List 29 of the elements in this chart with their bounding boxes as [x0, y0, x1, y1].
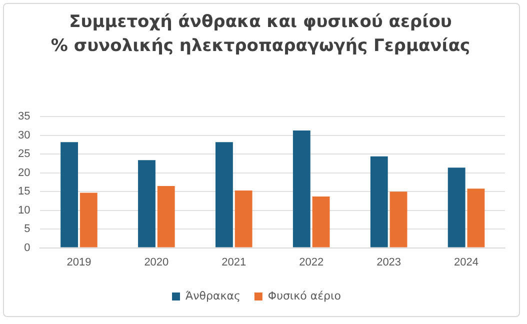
bar	[312, 196, 330, 248]
bar	[292, 130, 310, 248]
legend-label: Άνθρακας	[186, 289, 240, 302]
bar	[157, 186, 175, 248]
y-tick-label: 35	[18, 110, 30, 123]
y-tick-label: 15	[18, 186, 30, 198]
x-tick-label: 2024	[454, 256, 479, 268]
bar	[80, 192, 98, 248]
x-tick-label: 2023	[376, 256, 402, 268]
y-tick-label: 20	[18, 166, 30, 179]
bar	[370, 156, 388, 248]
x-tick-label: 2020	[144, 256, 169, 268]
bar	[60, 142, 78, 248]
x-tick-label: 2021	[222, 256, 246, 268]
chart-title: Συμμετοχή άνθρακα και φυσικού αερίου % συνολικής ηλεκτροπαραγωγής Γερμανίας	[50, 11, 472, 58]
bar	[215, 142, 233, 248]
bar	[234, 190, 252, 248]
legend-label: Φυσικό αέριο	[268, 289, 342, 302]
y-tick-label: 10	[18, 204, 30, 216]
y-tick-label: 30	[18, 129, 30, 142]
y-tick-label: 0	[24, 242, 30, 254]
bar	[390, 192, 408, 248]
y-tick-label: 5	[24, 223, 30, 236]
x-tick-label: 2019	[66, 256, 92, 268]
bar	[467, 188, 485, 248]
y-tick-label: 25	[18, 148, 30, 160]
bar	[448, 168, 466, 248]
bar	[138, 160, 156, 248]
x-tick-label: 2022	[299, 256, 324, 268]
